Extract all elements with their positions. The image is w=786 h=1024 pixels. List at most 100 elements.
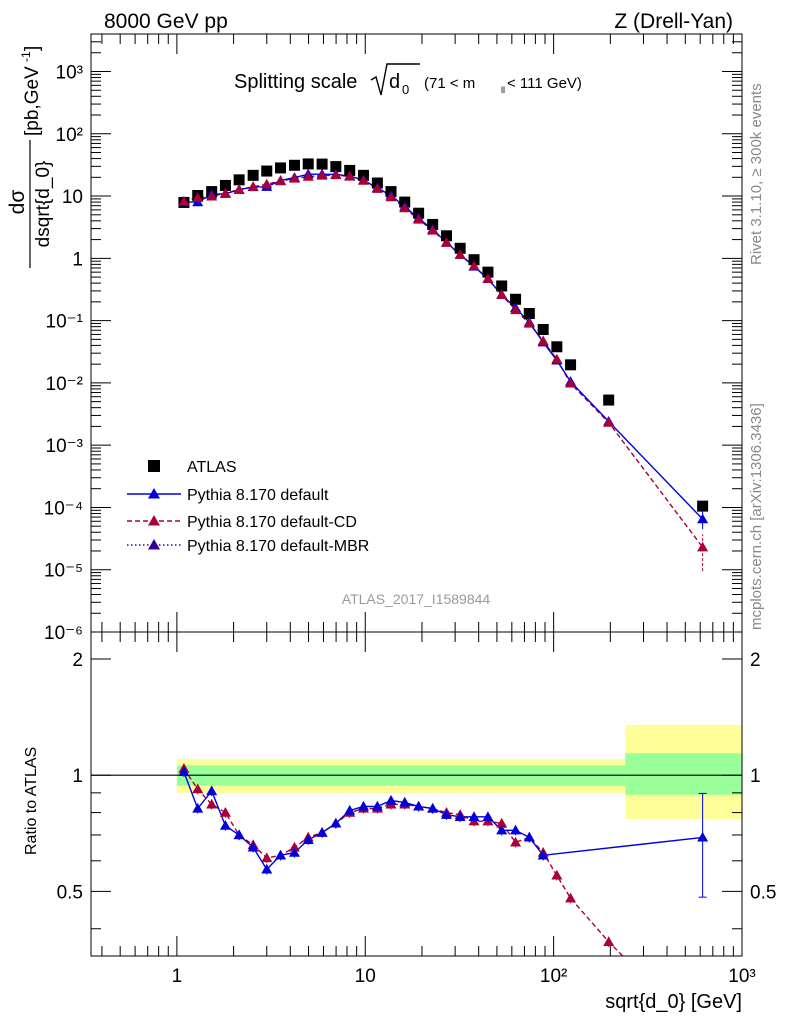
title-symbol: d: [389, 71, 400, 93]
x-tick-label: 10: [355, 966, 376, 987]
upper-y-label: dσ dsqrt{d_0} [pb,GeV -1 ]: [6, 46, 54, 268]
ratio-default-point: [358, 800, 370, 811]
default-cd-point: [233, 184, 245, 194]
title-symbol-sub: 0: [402, 82, 409, 97]
ratio-line-default: [183, 771, 703, 871]
atlas-point: [316, 158, 328, 170]
ratio-default-point: [482, 811, 494, 821]
ratio-default-point: [316, 827, 328, 837]
ratio-default-point: [233, 829, 245, 840]
ratio-y-label: Ratio to ATLAS: [23, 747, 40, 855]
upper-axis-ticks: [91, 33, 743, 633]
ratio-default-point: [288, 847, 300, 857]
ratio-default-point: [330, 817, 342, 828]
default-cd-point: [302, 171, 314, 181]
ratio-default-point: [247, 841, 259, 852]
y-tick-label: 10⁻³: [46, 436, 84, 457]
atlas-point: [247, 169, 259, 181]
ratio-default-point: [261, 863, 273, 874]
ratio-default-point: [523, 831, 535, 842]
ratio-default-point: [427, 802, 439, 813]
series-line-default: [183, 173, 704, 520]
atlas-point: [482, 266, 494, 278]
default-cd-point: [261, 178, 273, 189]
ratio-cd-point: [219, 807, 231, 817]
lower-frame: [90, 631, 743, 957]
default-cd-point: [385, 191, 397, 202]
atlas-point: [302, 158, 314, 170]
legend-marker-atlas: [148, 460, 160, 472]
inner-uncertainty-band: [625, 753, 742, 795]
default-cd-point: [219, 187, 231, 198]
ratio-line-default-cd: [183, 768, 624, 956]
default-cd-point: [496, 289, 508, 299]
y-tick-label: 10⁻⁴: [44, 498, 83, 519]
ratio-default-point: [302, 834, 314, 844]
ratio-default-point: [441, 809, 453, 819]
mcplots-label: mcplots.cern.ch [arXiv:1306.3436]: [748, 403, 765, 630]
plot-title: Splitting scale d 0 (71 < m ll < 111 GeV…: [234, 63, 582, 97]
ratio-default-point: [399, 796, 411, 807]
atlas-point: [697, 500, 709, 512]
atlas-point: [523, 308, 535, 320]
default-cd-point: [697, 541, 709, 552]
upper-panel: 10⁻⁶ 10⁻⁵ 10⁻⁴ 10⁻³ 10⁻² 10⁻¹ 1 10 10² 10³ Splitt…: [6, 33, 743, 644]
atlas-point: [603, 394, 615, 406]
default-cd-point: [454, 249, 466, 259]
default-cd-point: [192, 192, 204, 202]
lower-panel: 0.5 0.5 1 1 2 2 1 10 10² 10³ Ratio to ATLAS sqrt{…: [23, 631, 776, 1013]
ratio-default-point: [468, 811, 480, 821]
ratio-y-tick-label-right: 0.5: [750, 882, 776, 903]
ylabel-units-exp: -1: [19, 51, 33, 62]
default-cd-point: [344, 171, 356, 181]
ratio-default-point: [537, 849, 549, 860]
atlas-point: [219, 179, 231, 191]
x-tick-label: 10²: [540, 966, 567, 987]
default-cd-point: [537, 335, 549, 346]
default-cd-point: [399, 202, 411, 213]
atlas-point: [441, 230, 453, 242]
title-range-sub: ll: [501, 85, 505, 95]
legend-label: Pythia 8.170 default: [187, 487, 329, 504]
y-tick-label: 1: [72, 249, 83, 270]
atlas-point: [537, 323, 549, 335]
ratio-y-tick-label-left: 1: [72, 766, 83, 787]
legend-label: Pythia 8.170 default-CD: [187, 514, 357, 531]
default-cd-point: [330, 169, 342, 180]
ylabel-numerator: dσ: [6, 190, 29, 215]
ratio-cd-point: [192, 783, 204, 794]
rivet-label: Rivet 3.1.10, ≥ 300k events: [748, 83, 765, 265]
ratio-default-point: [385, 794, 397, 805]
atlas-point: [261, 165, 273, 177]
ratio-default-point: [413, 800, 425, 811]
upper-tick-labels: 10⁻⁶ 10⁻⁵ 10⁻⁴ 10⁻³ 10⁻² 10⁻¹ 1 10 10² 10³: [44, 62, 83, 644]
ratio-default-point: [192, 802, 204, 813]
atlas-point: [454, 242, 466, 254]
y-tick-label: 10: [62, 187, 83, 208]
lower-axis-ticks: [91, 632, 743, 956]
ratio-uncertainty-bands: [91, 724, 742, 819]
default-cd-point: [565, 377, 577, 388]
atlas-point: [510, 293, 522, 305]
legend-marker: [148, 515, 160, 526]
y-tick-label: 10⁻¹: [46, 312, 84, 333]
default-cd-point: [523, 317, 535, 328]
atlas-point: [233, 174, 245, 186]
atlas-point: [330, 161, 342, 173]
default-cd-point: [316, 169, 328, 180]
legend-label: Pythia 8.170 default-MBR: [187, 538, 369, 555]
default-cd-point: [413, 214, 425, 224]
x-tick-label: 10³: [728, 966, 755, 987]
watermark: ATLAS_2017_I1589844: [342, 591, 491, 607]
ratio-default-point: [454, 811, 466, 821]
default-cd-point: [247, 181, 259, 191]
ratio-cd-point: [496, 817, 508, 828]
title-main-text: Splitting scale: [234, 71, 357, 93]
default-cd-point: [275, 175, 287, 186]
default-cd-point: [603, 417, 615, 427]
y-tick-label: 10⁻²: [46, 374, 84, 395]
ratio-default-point: [275, 849, 287, 860]
legend-marker: [148, 539, 160, 550]
ratio-cd-point: [206, 798, 218, 809]
